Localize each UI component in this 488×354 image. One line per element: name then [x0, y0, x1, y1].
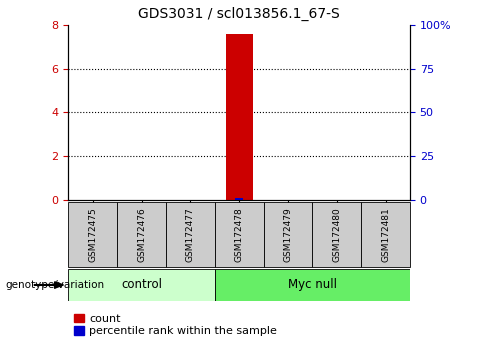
Bar	[235, 198, 243, 200]
Text: genotype/variation: genotype/variation	[5, 280, 104, 290]
Text: GSM172477: GSM172477	[186, 207, 195, 262]
Title: GDS3031 / scl013856.1_67-S: GDS3031 / scl013856.1_67-S	[138, 7, 340, 21]
Text: GSM172476: GSM172476	[137, 207, 146, 262]
Text: GSM172479: GSM172479	[284, 207, 292, 262]
Text: GSM172480: GSM172480	[332, 207, 341, 262]
Bar	[225, 34, 253, 200]
Text: GSM172478: GSM172478	[235, 207, 244, 262]
Bar	[117, 202, 166, 267]
Bar	[312, 202, 361, 267]
Bar	[68, 269, 215, 301]
Bar	[215, 202, 264, 267]
Text: control: control	[121, 279, 162, 291]
Text: Myc null: Myc null	[288, 279, 337, 291]
Bar	[215, 269, 410, 301]
Legend: count, percentile rank within the sample: count, percentile rank within the sample	[74, 314, 277, 336]
Bar	[361, 202, 410, 267]
Bar	[68, 202, 117, 267]
Bar	[166, 202, 215, 267]
Text: GSM172481: GSM172481	[381, 207, 390, 262]
Text: GSM172475: GSM172475	[88, 207, 97, 262]
Bar	[264, 202, 312, 267]
